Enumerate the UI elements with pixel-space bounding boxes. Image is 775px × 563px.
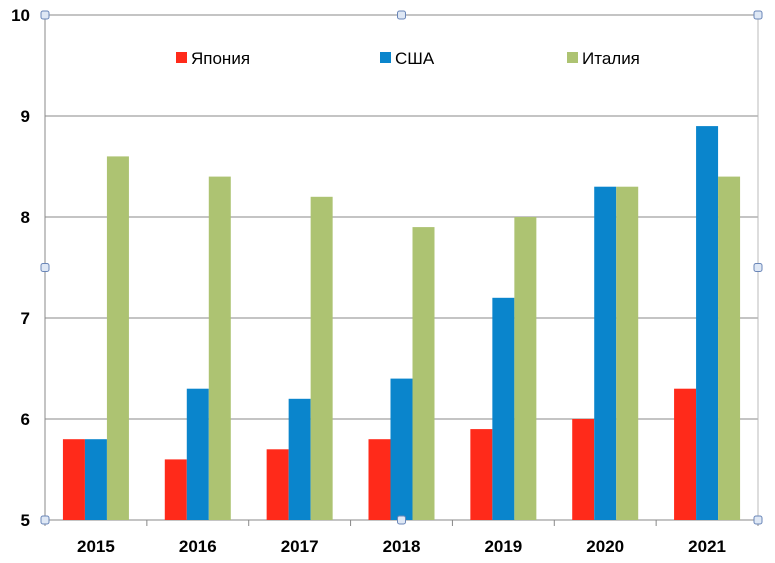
y-tick-label: 7 <box>21 309 30 328</box>
resize-handle[interactable] <box>753 515 763 525</box>
x-tick-label: 2016 <box>179 537 217 556</box>
y-tick-label: 9 <box>21 107 30 126</box>
resize-handle[interactable] <box>40 515 50 525</box>
resize-handle[interactable] <box>40 263 50 272</box>
bar-japan-2017 <box>266 449 289 520</box>
legend-label: США <box>395 49 435 68</box>
legend-label: Япония <box>191 49 250 68</box>
resize-handle[interactable] <box>397 515 406 525</box>
bar-usa-2017 <box>288 398 311 520</box>
resize-handle[interactable] <box>40 10 50 20</box>
bar-japan-2015 <box>62 439 85 520</box>
x-tick-label: 2019 <box>484 537 522 556</box>
y-tick-label: 8 <box>21 208 30 227</box>
x-tick-label: 2021 <box>688 537 726 556</box>
bar-usa-2020 <box>594 186 617 520</box>
bar-italy-2018 <box>412 227 435 520</box>
bar-italy-2021 <box>718 176 741 520</box>
bar-italy-2015 <box>106 156 129 520</box>
legend-swatch <box>176 52 187 63</box>
x-tick-label: 2020 <box>586 537 624 556</box>
bar-japan-2016 <box>164 459 187 520</box>
x-tick-label: 2017 <box>281 537 319 556</box>
y-tick-label: 6 <box>21 410 30 429</box>
bar-usa-2018 <box>390 378 413 520</box>
legend-swatch <box>380 52 391 63</box>
x-tick-label: 2018 <box>383 537 421 556</box>
bar-italy-2020 <box>616 186 639 520</box>
selection-frame[interactable] <box>40 10 763 525</box>
resize-handle[interactable] <box>397 10 406 20</box>
bar-usa-2021 <box>696 126 719 520</box>
y-tick-label: 10 <box>11 6 30 25</box>
bar-japan-2018 <box>368 439 391 520</box>
bar-japan-2019 <box>470 429 493 520</box>
y-axis-ticks: 5 6 7 8 9 10 <box>11 6 30 530</box>
bar-japan-2020 <box>572 419 595 520</box>
legend: Япония США Италия <box>176 49 640 68</box>
bar-usa-2016 <box>186 388 209 520</box>
bar-usa-2019 <box>492 297 515 520</box>
bar-italy-2019 <box>514 217 537 520</box>
bar-italy-2017 <box>310 196 333 521</box>
x-axis-ticks: 2015 2016 2017 2018 2019 2020 2021 <box>44 520 759 556</box>
bar-usa-2015 <box>84 439 107 520</box>
bars <box>62 126 741 521</box>
bar-japan-2021 <box>674 388 697 520</box>
legend-swatch <box>567 52 578 63</box>
resize-handle[interactable] <box>753 263 763 272</box>
legend-label: Италия <box>582 49 640 68</box>
bar-italy-2016 <box>208 176 231 520</box>
resize-handle[interactable] <box>753 10 763 20</box>
x-tick-label: 2015 <box>77 537 115 556</box>
y-tick-label: 5 <box>21 511 30 530</box>
